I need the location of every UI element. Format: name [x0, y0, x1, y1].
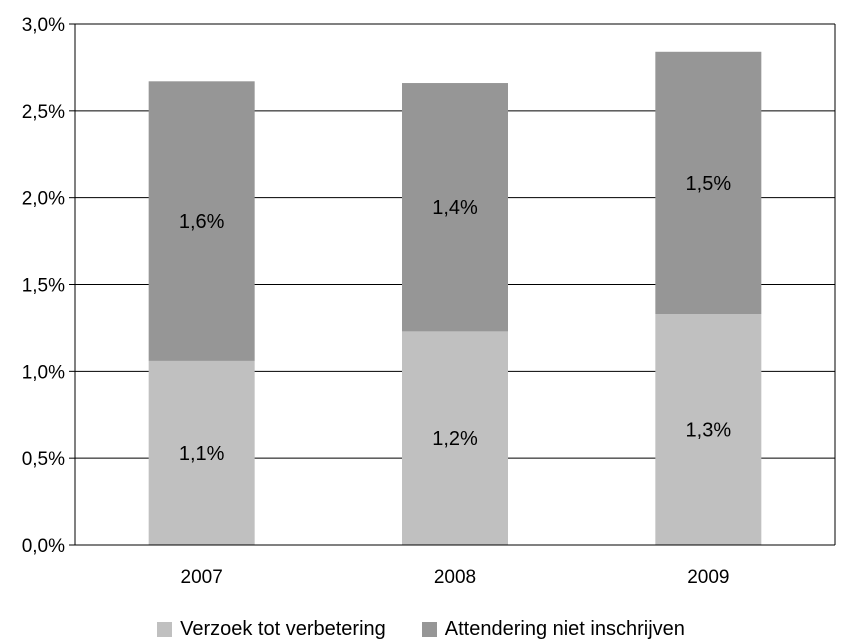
y-tick-label: 3,0% [22, 15, 65, 36]
data-label: 1,5% [686, 173, 732, 195]
bars-group [149, 52, 762, 545]
y-tick-labels: 0,0% 0,5% 1,0% 1,5% 2,0% 2,5% 3,0% [22, 15, 65, 557]
y-tick-label: 2,0% [22, 189, 65, 210]
data-label: 1,2% [432, 428, 478, 450]
legend-label-verzoek: Verzoek tot verbetering [180, 618, 386, 641]
data-label: 1,4% [432, 197, 478, 219]
legend-label-attendering: Attendering niet inschrijven [445, 618, 685, 641]
legend-swatch-attendering [422, 622, 437, 637]
legend-item-attendering: Attendering niet inschrijven [422, 618, 685, 640]
legend-item-verzoek: Verzoek tot verbetering [157, 618, 386, 640]
legend: Verzoek tot verbetering Attendering niet… [0, 618, 842, 640]
x-tick-label: 2007 [181, 567, 223, 588]
y-tick-label: 0,0% [22, 536, 65, 557]
data-label: 1,3% [686, 420, 732, 442]
y-tick-label: 1,5% [22, 276, 65, 297]
x-tick-labels: 2007 2008 2009 [181, 567, 730, 588]
data-label: 1,1% [179, 443, 225, 465]
legend-swatch-verzoek [157, 622, 172, 637]
y-tick-label: 0,5% [22, 449, 65, 470]
data-label: 1,6% [179, 211, 225, 233]
x-tick-label: 2008 [434, 567, 476, 588]
y-tick-label: 1,0% [22, 362, 65, 383]
y-tick-label: 2,5% [22, 102, 65, 123]
x-tick-label: 2009 [687, 567, 729, 588]
